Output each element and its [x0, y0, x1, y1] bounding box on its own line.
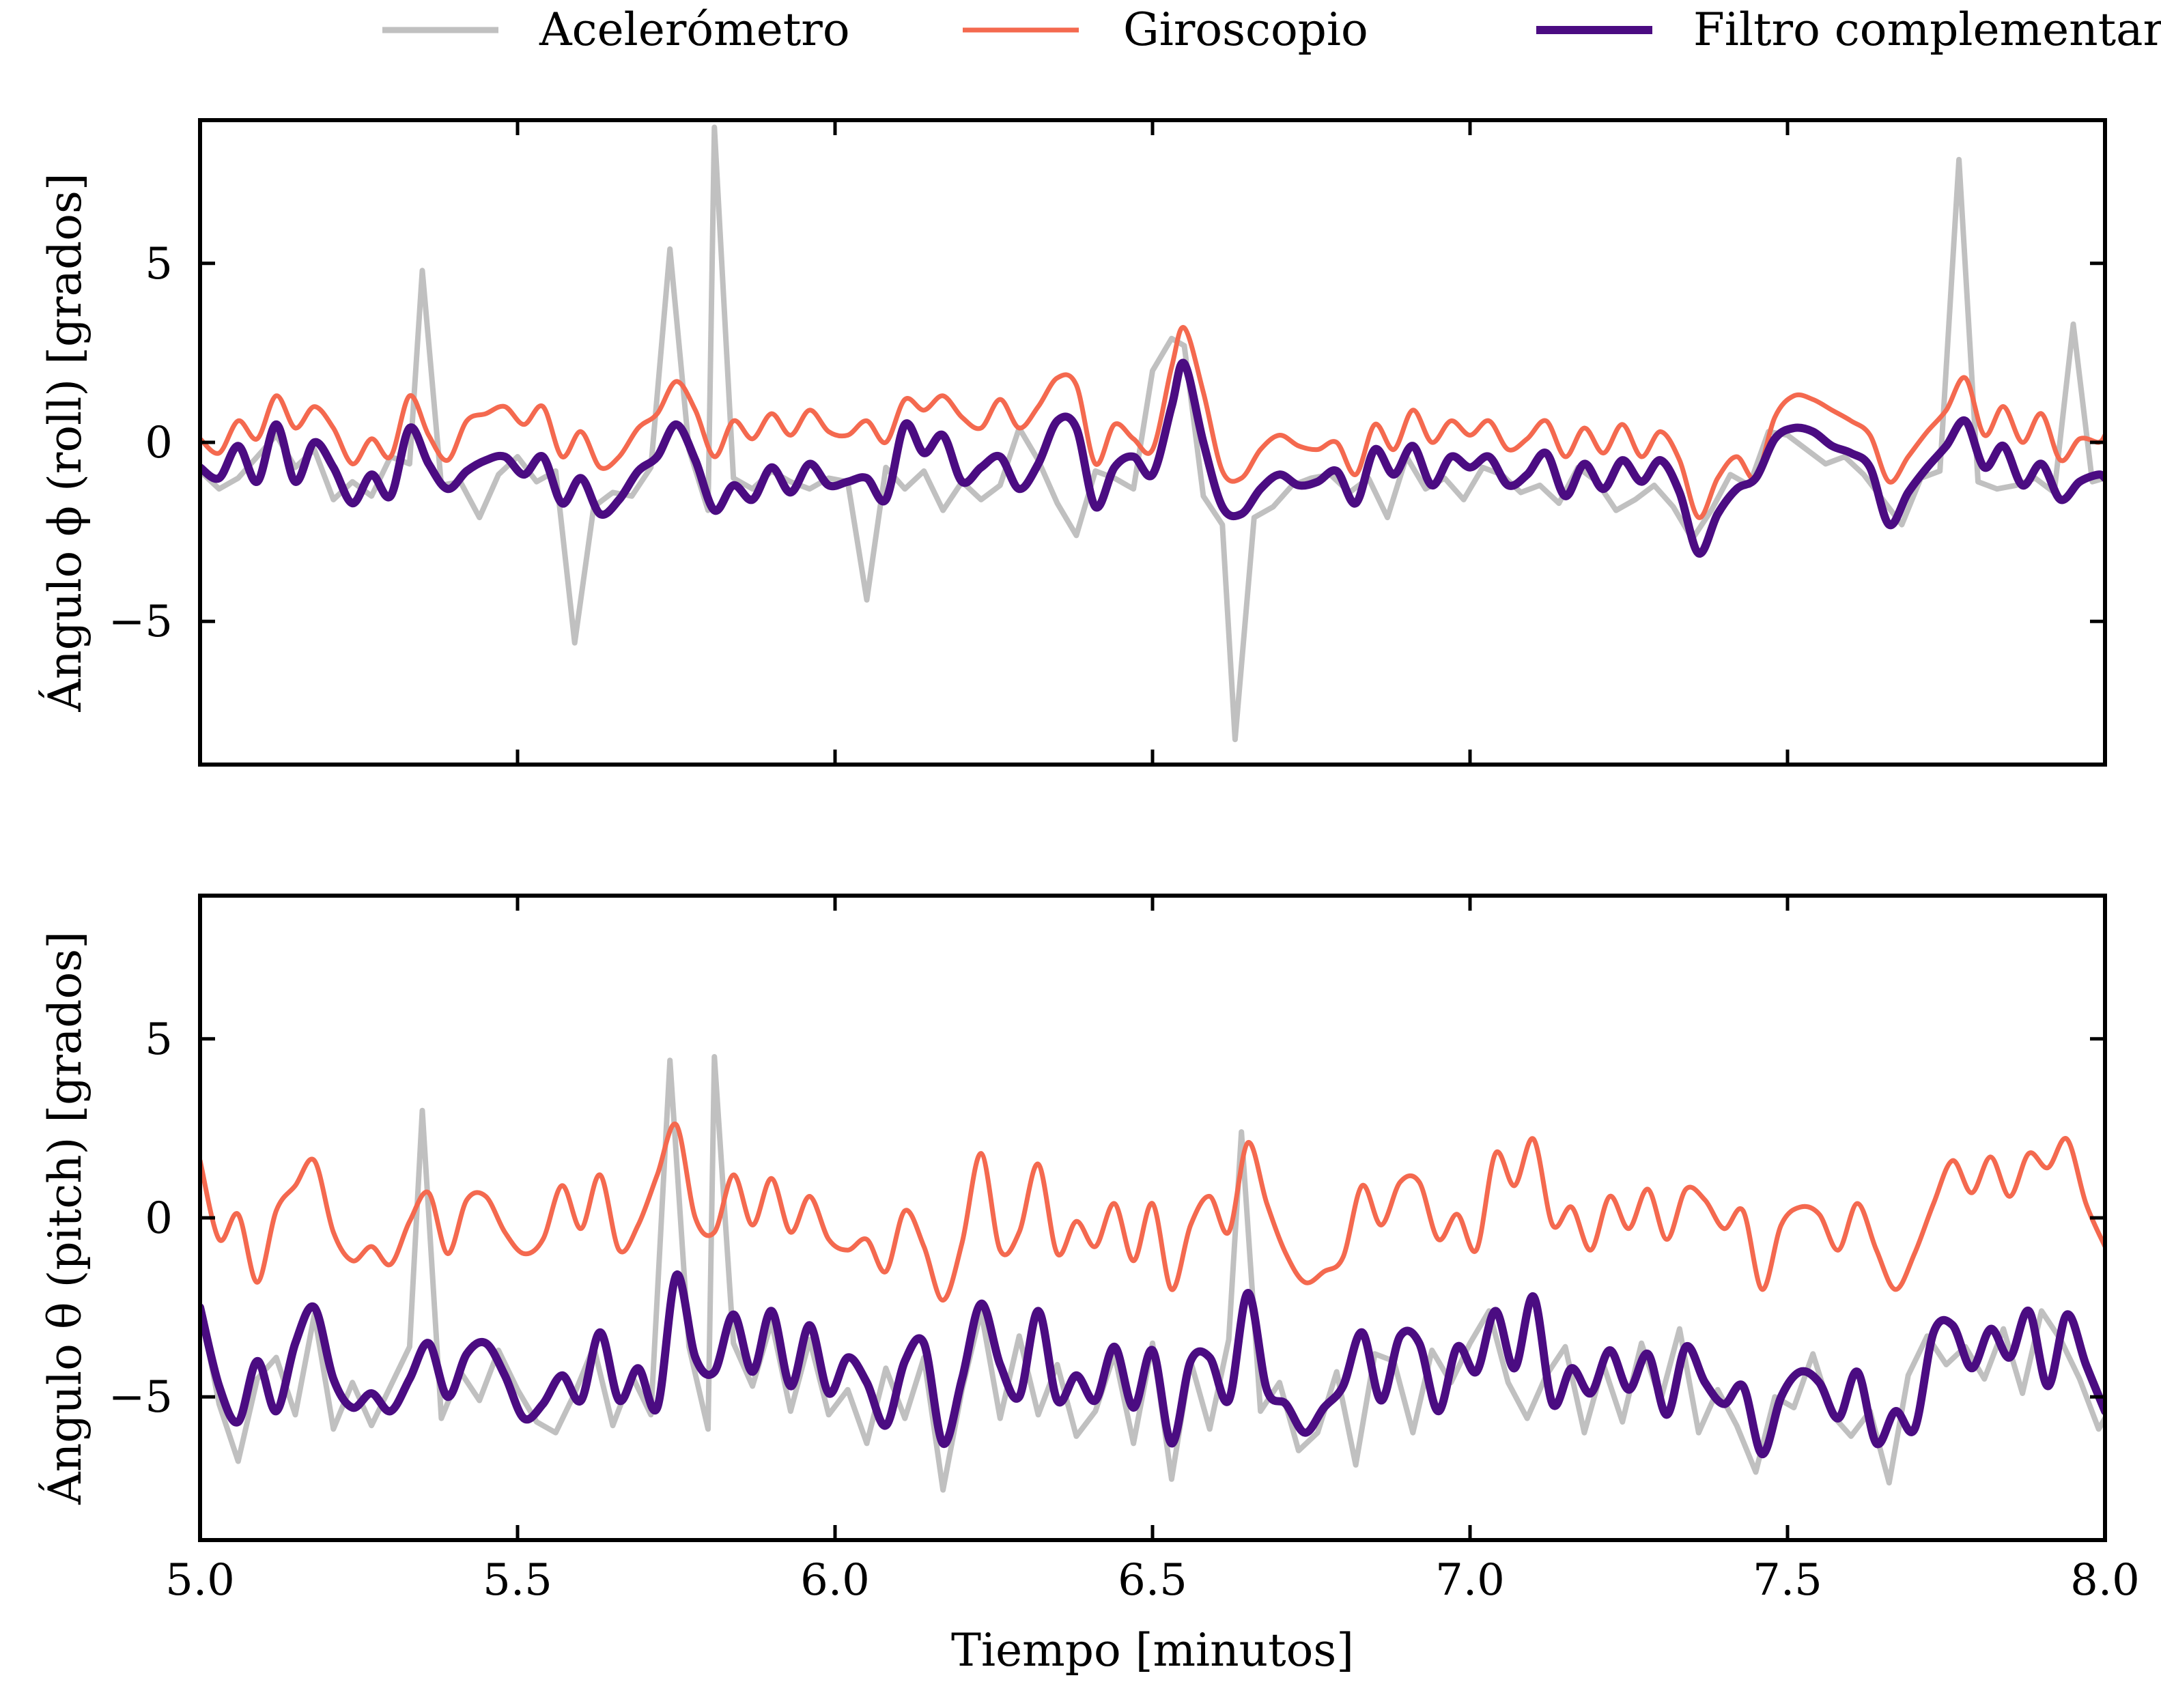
legend: Acelerómetro Giroscopio Filtro complemen… — [382, 3, 2161, 56]
pitch-series-complementary-filter — [200, 1270, 2105, 1459]
roll-series-gyroscope — [200, 325, 2105, 520]
roll-panel: 5 0 −5 Ángulo ϕ (roll) [grados] — [39, 118, 2107, 767]
x-axis-label: Tiempo [minutos] — [951, 1624, 1354, 1677]
legend-label-complementary-filter: Filtro complementario — [1693, 3, 2161, 56]
roll-series-complementary-filter — [200, 358, 2105, 558]
pitch-ytick-label: −5 — [109, 1372, 173, 1423]
roll-plot-frame — [198, 118, 2107, 767]
pitch-xtick-label: 5.5 — [483, 1555, 552, 1606]
roll-ytick-label: 0 — [145, 418, 173, 468]
pitch-xtick-label: 6.0 — [800, 1555, 870, 1606]
roll-series-layer — [200, 124, 2105, 743]
roll-series-accelerometer — [200, 124, 2105, 743]
roll-ticks: 5 0 −5 — [109, 120, 2107, 765]
pitch-ticks: 5 0 −5 5.0 5.5 6.0 6.5 7.0 7.5 8.0 — [109, 896, 2140, 1606]
pitch-xtick-label: 7.5 — [1753, 1555, 1822, 1606]
pitch-xtick-label: 8.0 — [2070, 1555, 2140, 1606]
roll-ytick-label: 5 — [145, 239, 173, 289]
pitch-ytick-label: 5 — [145, 1014, 173, 1065]
pitch-xtick-label: 6.5 — [1118, 1555, 1187, 1606]
roll-ytick-label: −5 — [109, 597, 173, 647]
pitch-ytick-label: 0 — [145, 1193, 173, 1244]
legend-label-gyroscope: Giroscopio — [1123, 3, 1368, 56]
pitch-y-axis-label: Ángulo θ (pitch) [grados] — [39, 931, 91, 1505]
roll-y-axis-label: Ángulo ϕ (roll) [grados] — [39, 173, 91, 712]
pitch-xtick-label: 7.0 — [1435, 1555, 1505, 1606]
pitch-series-gyroscope — [200, 1121, 2105, 1303]
pitch-xtick-label: 5.0 — [165, 1555, 235, 1606]
pitch-series-accelerometer — [200, 1054, 2105, 1493]
pitch-panel: 5 0 −5 5.0 5.5 6.0 6.5 7.0 7.5 8.0 Ángulo θ (pitc… — [39, 894, 2140, 1606]
legend-label-accelerometer: Acelerómetro — [539, 3, 850, 56]
pitch-series-layer — [200, 1054, 2105, 1493]
